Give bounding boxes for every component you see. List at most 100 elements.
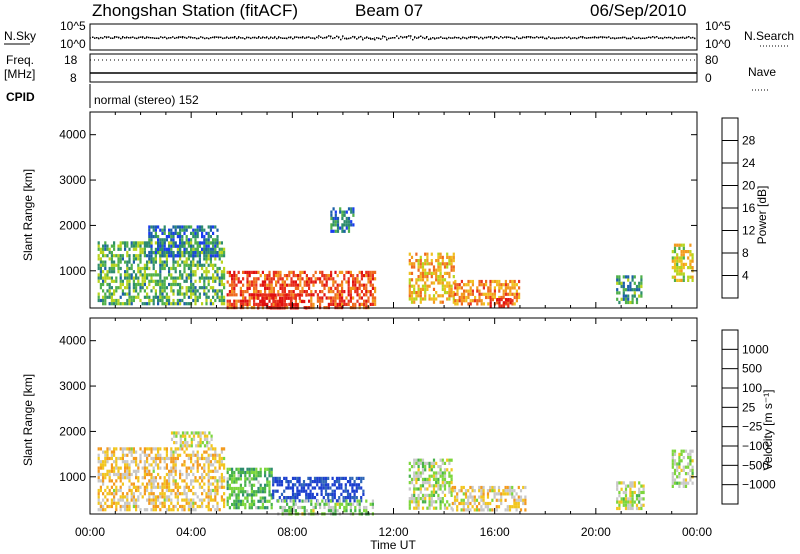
data-cell: [124, 292, 127, 296]
data-cell: [627, 506, 630, 511]
data-cell: [126, 453, 129, 457]
data-cell: [165, 472, 168, 477]
data-cell: [504, 498, 507, 502]
data-cell: [471, 299, 474, 303]
data-cell: [113, 460, 116, 464]
data-cell: [185, 482, 188, 486]
data-cell: [198, 295, 201, 299]
data-cell: [135, 469, 138, 473]
data-cell: [203, 456, 206, 461]
data-cell: [462, 501, 465, 506]
data-cell: [417, 503, 420, 507]
data-cell: [287, 483, 290, 487]
data-cell: [233, 486, 236, 491]
nsky-point: [176, 36, 178, 39]
data-cell: [201, 431, 204, 435]
data-cell: [443, 291, 447, 295]
data-cell: [97, 501, 100, 505]
data-cell: [507, 302, 510, 306]
data-cell: [439, 268, 442, 272]
data-cell: [154, 476, 157, 480]
data-cell: [185, 495, 188, 499]
data-cell: [331, 489, 334, 493]
data-cell: [237, 467, 240, 471]
data-cell: [340, 476, 343, 480]
data-cell: [187, 302, 190, 306]
station-title: Zhongshan Station (fitACF): [92, 1, 298, 20]
data-cell: [277, 293, 280, 297]
data-cell: [371, 270, 374, 274]
data-cell: [139, 254, 142, 258]
data-cell: [443, 474, 447, 478]
data-cell: [453, 495, 457, 499]
data-cell: [454, 286, 457, 290]
data-cell: [106, 447, 109, 451]
data-cell: [277, 290, 280, 294]
data-cell: [192, 437, 196, 441]
data-cell: [474, 299, 477, 303]
nsky-point: [356, 38, 358, 40]
nsky-point: [450, 37, 452, 39]
data-cell: [410, 477, 414, 481]
data-cell: [419, 275, 422, 279]
nsky-point: [286, 37, 288, 40]
data-cell: [117, 270, 120, 274]
data-cell: [324, 486, 328, 490]
data-cell: [143, 244, 146, 248]
data-cell: [513, 295, 516, 300]
data-cell: [205, 450, 208, 454]
data-cell: [192, 286, 195, 290]
nsky-point: [672, 37, 674, 40]
data-cell: [190, 266, 193, 271]
nsky-point: [684, 37, 686, 39]
data-cell: [689, 459, 692, 463]
data-cell: [190, 244, 193, 248]
data-cell: [207, 472, 210, 477]
data-cell: [504, 492, 507, 496]
data-cell: [226, 293, 229, 297]
data-cell: [486, 495, 490, 499]
data-cell: [691, 253, 694, 257]
data-cell: [408, 474, 411, 478]
data-cell: [676, 475, 679, 479]
data-cell: [505, 298, 508, 302]
colorbar-tick: −1000: [742, 478, 776, 492]
power-scale-label: Power [dB]: [755, 186, 769, 245]
data-cell: [270, 467, 273, 471]
data-cell: [283, 299, 286, 303]
data-cell: [453, 501, 457, 506]
data-cell: [233, 283, 236, 287]
data-cell: [146, 241, 149, 245]
data-cell: [413, 262, 416, 266]
data-cell: [285, 496, 288, 500]
data-cell: [203, 444, 207, 448]
data-cell: [323, 283, 326, 287]
data-cell: [456, 508, 459, 512]
data-cell: [280, 492, 284, 496]
nsky-point: [394, 37, 396, 39]
data-cell: [299, 283, 302, 287]
data-cell: [113, 244, 116, 248]
data-cell: [278, 303, 282, 307]
data-cell: [673, 266, 677, 270]
data-cell: [106, 295, 109, 299]
data-cell: [475, 508, 479, 512]
data-cell: [318, 486, 321, 490]
data-cell: [680, 259, 683, 263]
data-cell: [309, 496, 312, 500]
data-cell: [506, 489, 509, 493]
data-cell: [497, 498, 501, 502]
data-cell: [150, 251, 153, 255]
data-cell: [150, 501, 153, 505]
data-cell: [119, 279, 122, 283]
data-cell: [441, 294, 444, 298]
data-cell: [305, 496, 308, 500]
data-cell: [513, 501, 516, 506]
data-cell: [179, 434, 182, 438]
data-cell: [354, 509, 357, 513]
data-cell: [268, 299, 271, 303]
data-cell: [344, 476, 347, 480]
data-cell: [513, 279, 516, 284]
data-cell: [369, 274, 372, 278]
data-cell: [216, 295, 219, 299]
